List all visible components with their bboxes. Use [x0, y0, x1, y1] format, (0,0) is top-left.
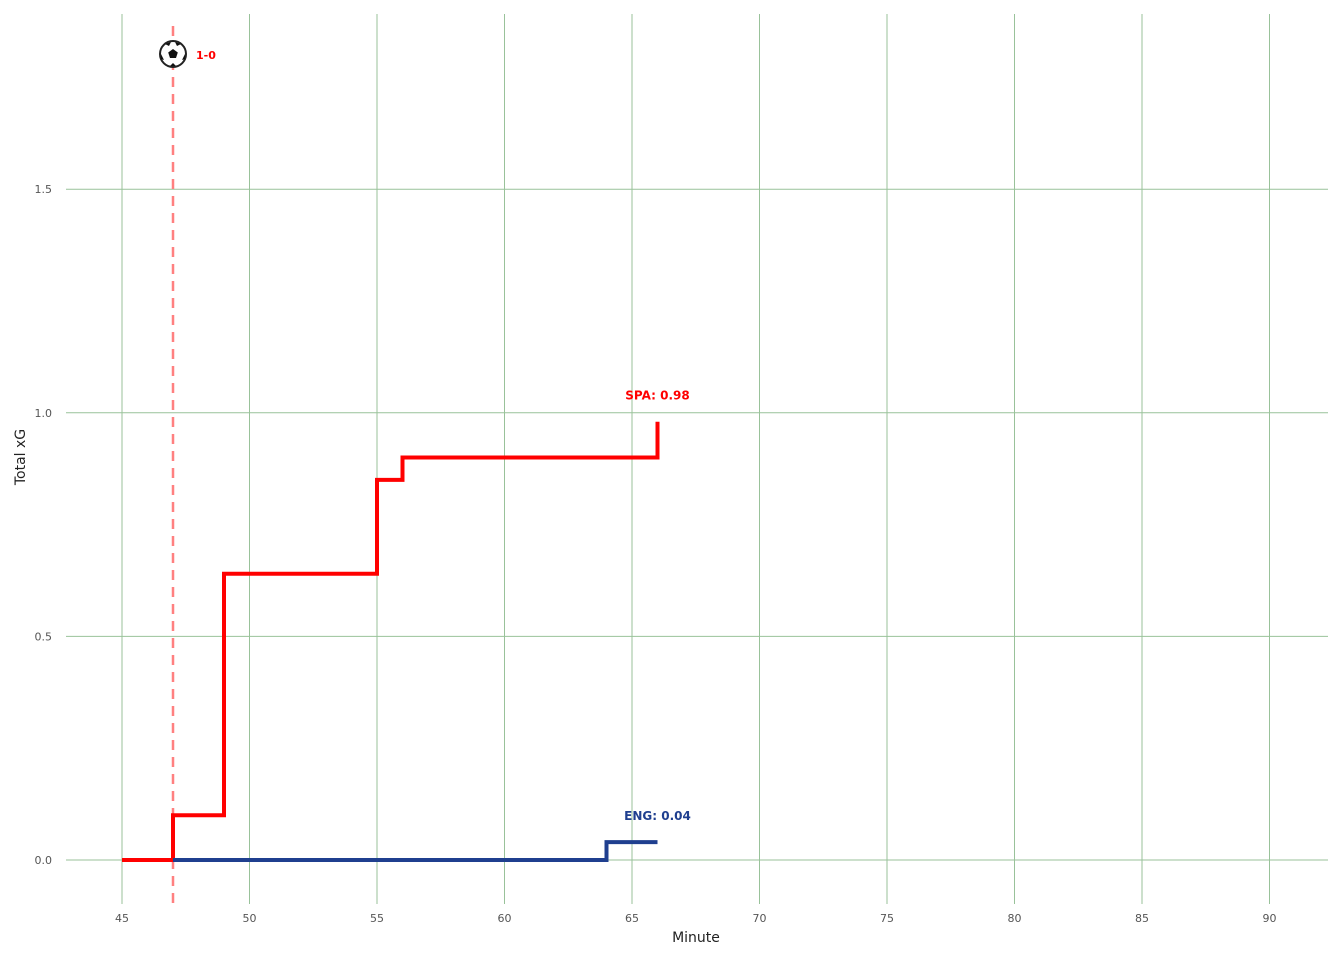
- series-layer: [122, 421, 660, 862]
- x-tick-label: 50: [243, 912, 257, 925]
- label-layer: 45 50 55 60 65 70 75 80 85 90 0.0 0.5 1.0 1.5 1-0 SPA: …: [35, 49, 1277, 925]
- x-tick-label: 70: [753, 912, 767, 925]
- y-axis-title: Total xG: [13, 429, 29, 486]
- series-end-label-eng: ENG: 0.04: [624, 809, 691, 823]
- y-tick-label: 0.5: [35, 630, 53, 643]
- series-line-eng: [173, 840, 658, 862]
- x-axis-title: Minute: [672, 930, 720, 946]
- series-end-label-spa: SPA: 0.98: [625, 389, 689, 403]
- series-line-spa: [122, 421, 660, 862]
- x-tick-label: 45: [115, 912, 129, 925]
- x-tick-label: 55: [370, 912, 384, 925]
- x-tick-label: 85: [1135, 912, 1149, 925]
- soccer-ball-icon: [159, 40, 187, 68]
- x-tick-label: 60: [498, 912, 512, 925]
- y-tick-label: 1.5: [35, 183, 53, 196]
- x-tick-label: 65: [625, 912, 639, 925]
- annotation-layer: [159, 26, 187, 904]
- goal-score-label: 1-0: [196, 49, 216, 62]
- y-tick-label: 1.0: [35, 407, 53, 420]
- grid-layer: [66, 14, 1328, 904]
- x-tick-label: 90: [1263, 912, 1277, 925]
- y-tick-label: 0.0: [35, 854, 53, 867]
- x-tick-label: 80: [1008, 912, 1022, 925]
- x-tick-label: 75: [880, 912, 894, 925]
